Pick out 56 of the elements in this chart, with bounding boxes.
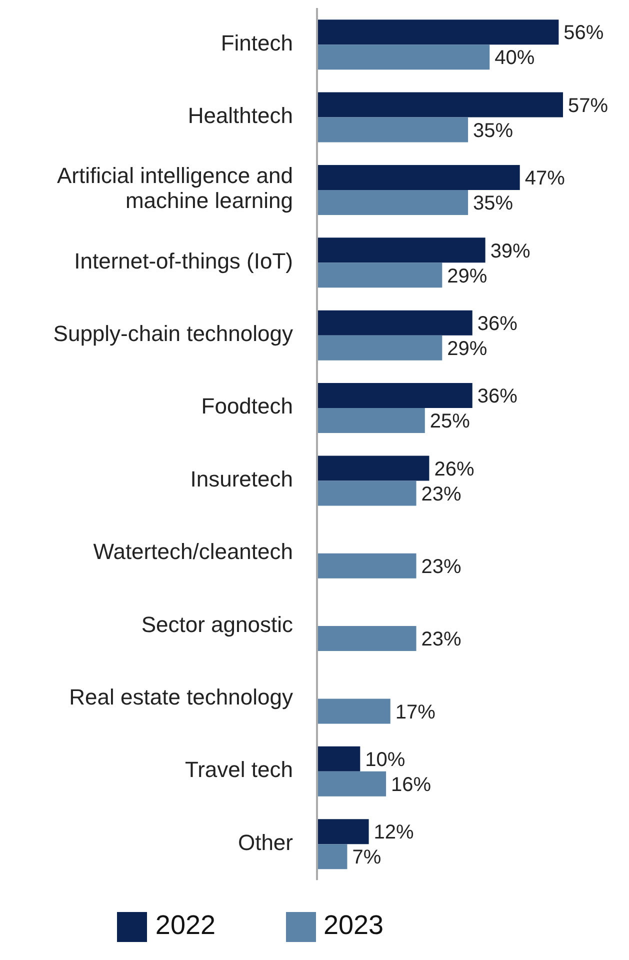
bar [317, 92, 563, 118]
bar [317, 771, 386, 796]
bar [317, 117, 468, 142]
bar [317, 698, 390, 724]
bar [317, 335, 442, 360]
data-label: 57% [568, 94, 608, 117]
y-tick-label: Supply-chain technology [53, 320, 293, 346]
data-label: 23% [421, 483, 462, 506]
data-label: 47% [524, 168, 566, 190]
bar [317, 819, 369, 844]
data-label: 7% [352, 846, 382, 869]
data-label: 29% [447, 338, 488, 360]
bar [317, 44, 490, 70]
data-label: 12% [374, 822, 414, 844]
data-label: 16% [391, 774, 432, 796]
data-label: 25% [430, 410, 470, 433]
legend-label: 2022 [155, 910, 216, 940]
bar [317, 746, 360, 772]
data-label: 39% [490, 240, 531, 262]
bar [317, 480, 416, 506]
data-label: 35% [473, 192, 514, 215]
bar [317, 310, 472, 336]
y-tick-label: Foodtech [201, 394, 293, 419]
legend-label: 2023 [324, 910, 384, 940]
y-tick-label: Healthtech [188, 102, 293, 128]
bar [317, 626, 416, 652]
data-label: 17% [395, 701, 436, 724]
data-label: 56% [564, 22, 604, 44]
y-tick-label: Sector agnostic [141, 612, 293, 637]
y-tick-label: Artificial intelligence and machine learning [56, 163, 293, 214]
bar [317, 844, 348, 870]
data-label: 36% [477, 312, 518, 335]
data-label: 23% [421, 628, 462, 651]
bar [317, 553, 416, 578]
y-tick-label: Watertech/cleantech [93, 538, 293, 564]
y-tick-label: Travel tech [184, 756, 293, 782]
y-tick-label: Insuretech [190, 466, 293, 492]
bar [317, 456, 430, 481]
bar [317, 408, 425, 434]
bar [317, 164, 520, 190]
y-tick-label: Other [238, 830, 293, 855]
data-label: 36% [477, 386, 518, 408]
y-tick-label: Fintech [220, 30, 293, 56]
data-label: 23% [421, 556, 462, 578]
bar [317, 238, 486, 263]
bar [317, 262, 442, 288]
bar [317, 20, 559, 45]
data-label: 10% [365, 749, 406, 771]
data-label: 35% [473, 120, 514, 142]
data-label: 40% [494, 47, 535, 70]
y-tick-label: Internet-of-things (IoT) [74, 248, 293, 274]
bar [317, 190, 468, 215]
y-tick-label: Real estate technology [69, 684, 293, 710]
data-label: 29% [447, 265, 488, 288]
bar [317, 383, 472, 408]
data-label: 26% [434, 458, 474, 480]
